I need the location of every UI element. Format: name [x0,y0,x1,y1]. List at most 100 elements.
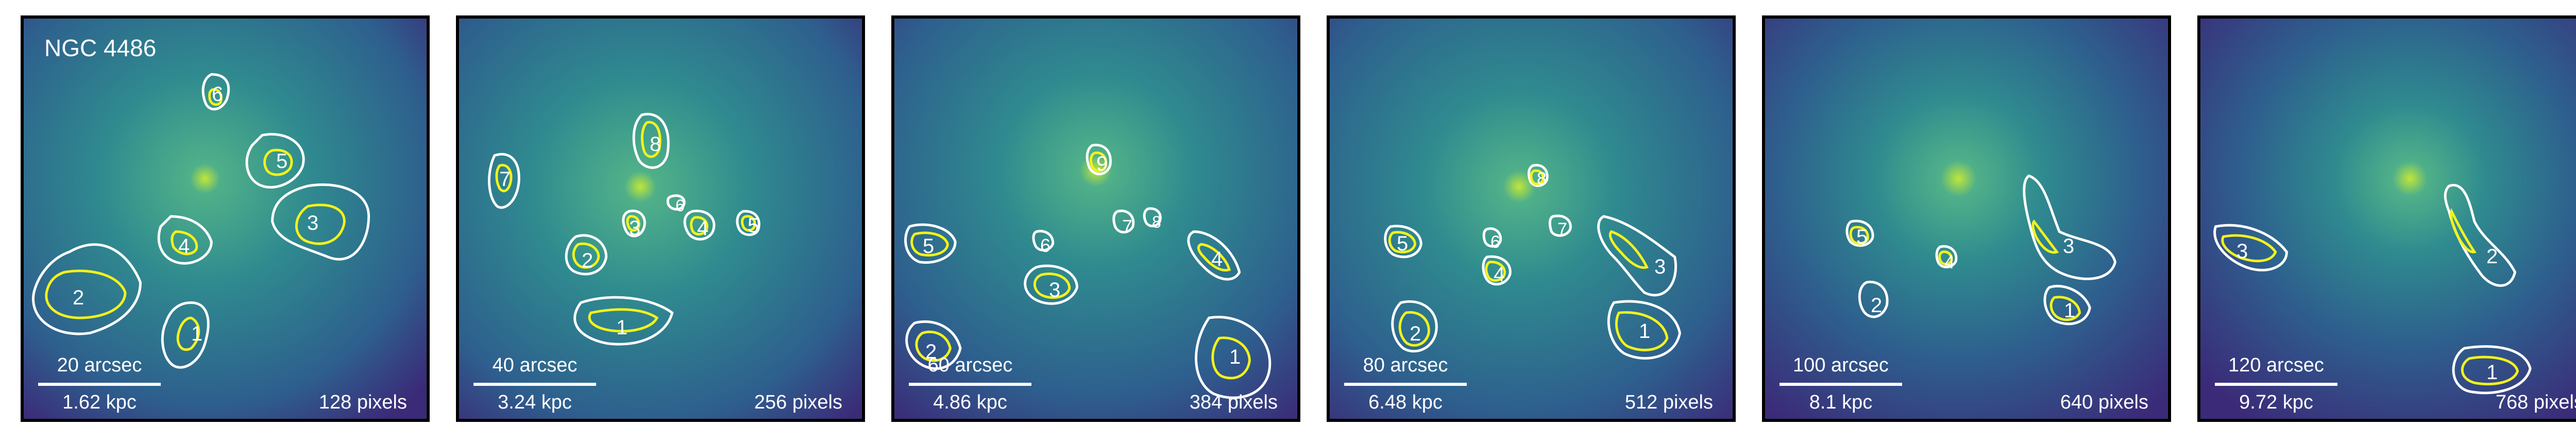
panel-1-image [24,19,427,419]
region-label: 4 [1211,248,1223,270]
region-core-1 [1211,336,1251,380]
region-core-2 [2450,208,2477,253]
scale-bar [2215,383,2337,386]
region-contour-4 [1187,230,1241,281]
scale-kpc: 4.86 kpc [933,392,1007,413]
region-contour-2 [1391,300,1438,353]
region-core-2 [1398,311,1430,347]
region-core-5 [1849,226,1869,245]
region-contour-3 [2213,224,2288,271]
region-core-4 [1485,261,1506,282]
region-core-3 [2031,219,2059,254]
region-contour-9 [1086,143,1112,176]
region-contour-1 [573,296,674,346]
region-contour-1 [2043,284,2091,326]
pixel-size: 256 pixels [754,392,842,413]
region-contour-3 [1024,264,1079,305]
scale-bar [38,383,161,386]
region-core-3 [295,203,346,245]
region-core-5 [1388,231,1416,253]
region-core-3 [1033,273,1071,299]
region-contour-5 [1384,225,1422,259]
region-contour-7 [1548,214,1572,237]
region-contour-7 [487,152,520,209]
region-contour-2 [1858,280,1889,318]
scale-bar [909,383,1031,386]
region-label: 1 [1639,320,1651,343]
scale-kpc: 9.72 kpc [2239,392,2313,413]
region-contour-1 [2452,345,2532,395]
region-core-2 [915,330,952,362]
region-contour-5 [736,210,760,236]
region-core-3 [626,215,640,232]
region-label: 2 [2486,245,2498,268]
panel-6: 1 2 3 120 arcsec 9.72 kpc 768 pixels [2197,15,2576,422]
scale-arcsec: 60 arcsec [927,354,1013,376]
region-contour-5 [1845,219,1874,247]
panel-2: 1 2 3 4 5 6 7 8 40 arcsec 3.24 kpc 256 p… [456,15,865,422]
region-core-5 [741,215,756,232]
region-contour-2 [2444,184,2517,287]
pixel-size: 640 pixels [2060,392,2148,413]
region-contour-6 [666,194,686,211]
scale-bar [473,383,596,386]
region-label: 4 [697,217,709,240]
region-label: 3 [1049,279,1061,301]
region-contour-5 [245,133,305,189]
scale-kpc: 3.24 kpc [498,392,572,413]
panel-5-image [1765,19,2168,419]
region-core-3 [1608,230,1649,269]
region-label: 4 [178,235,190,258]
region-label: 3 [307,212,319,234]
region-label: 1 [191,322,203,345]
region-core-1 [2049,296,2081,321]
region-contour-6 [1482,227,1502,248]
scale-arcsec: 40 arcsec [492,354,578,376]
region-contour-4 [1482,255,1512,286]
region-label: 1 [2064,299,2076,322]
region-core-9 [1089,151,1108,173]
region-label: 3 [629,217,641,240]
region-label: 7 [1557,219,1567,239]
panel-4: 1 2 3 4 5 6 7 8 80 arcsec 6.48 kpc 512 p… [1327,15,1736,422]
panel-4-image [1330,19,1733,419]
region-label: 2 [925,341,937,363]
region-core-4 [171,230,198,256]
scale-kpc: 8.1 kpc [1809,392,1873,413]
region-label: 3 [2236,240,2248,263]
region-core-1 [1615,311,1669,351]
region-contour-3 [1597,215,1677,297]
region-label: 2 [73,286,84,309]
region-contour-4 [1935,245,1958,268]
pixel-size: 768 pixels [2495,392,2576,413]
region-contour-4 [157,215,213,265]
region-core-6 [208,88,223,106]
region-core-3 [2221,234,2277,263]
region-contour-6 [1032,230,1055,252]
region-label: 3 [1654,256,1666,278]
region-label: 6 [675,196,685,215]
region-contour-2 [32,243,142,335]
panel-6-image [2200,19,2576,419]
panel-5: 1 2 3 4 5 100 arcsec 8.1 kpc 640 pixels [1762,15,2171,422]
region-label: 2 [1410,322,1421,345]
pixel-size: 512 pixels [1624,392,1713,413]
region-contour-2 [905,320,962,370]
region-contour-3 [2023,174,2117,280]
region-label: 3 [2063,235,2075,258]
region-contour-7 [1112,209,1135,234]
region-contour-1 [161,301,210,369]
region-label: 7 [499,168,511,191]
region-core-5 [263,148,293,176]
region-label: 6 [1040,235,1051,256]
region-contour-8 [632,113,670,169]
region-core-8 [1530,169,1545,185]
region-core-2 [572,242,600,269]
region-label: 6 [212,83,224,106]
region-contour-8 [1143,207,1162,228]
region-contour-6 [201,73,230,111]
scale-arcsec: 80 arcsec [1363,354,1448,376]
scale-kpc: 1.62 kpc [62,392,137,413]
scale-arcsec: 100 arcsec [1793,354,1889,376]
